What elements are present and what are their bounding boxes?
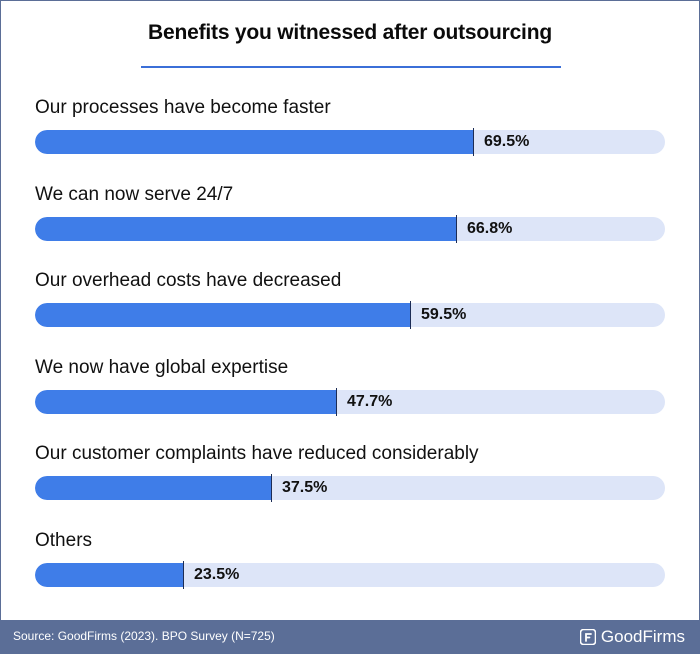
source-note: Source: GoodFirms (2023). BPO Survey (N=…: [13, 629, 275, 643]
bar-label: Others: [35, 529, 93, 551]
bar-end-marker: [183, 560, 184, 589]
brand-logo: GoodFirms: [579, 626, 685, 648]
bar-label: We now have global expertise: [35, 356, 289, 378]
bar-track: [35, 303, 665, 327]
bar-value-label: 47.7%: [347, 392, 393, 410]
bar-chart: Our processes have become faster 69.5% We …: [1, 1, 699, 601]
bar: [35, 562, 183, 587]
chart-title: Benefits you witnessed after outsourcing: [148, 21, 552, 44]
bar: [35, 476, 271, 500]
bar-track: [35, 216, 665, 241]
bar-end-marker: [456, 214, 457, 243]
footer-bar: Source: GoodFirms (2023). BPO Survey (N=…: [1, 620, 699, 653]
bar: [35, 303, 410, 327]
bar-end-marker: [271, 474, 272, 502]
bar-value-label: 37.5%: [282, 479, 328, 496]
bar-track: [35, 389, 665, 414]
bar: [35, 216, 456, 241]
bar-label: Our customer complaints have reduced con…: [35, 443, 479, 464]
bar-end-marker: [336, 387, 337, 416]
bar-track: [35, 562, 665, 587]
bar-value-label: 69.5%: [484, 133, 530, 150]
bar-value-label: 66.8%: [467, 219, 513, 237]
title-underline: [141, 66, 561, 68]
bar-label: Our overhead costs have decreased: [35, 270, 342, 291]
goodfirms-logo-icon: [579, 629, 596, 645]
bar-track: [35, 130, 665, 154]
bar: [35, 130, 473, 154]
bar-label: Our processes have become faster: [35, 97, 331, 118]
bar-end-marker: [410, 301, 411, 329]
bar-value-label: 59.5%: [421, 306, 467, 323]
brand-name: GoodFirms: [600, 627, 685, 646]
bar-end-marker: [473, 128, 474, 156]
bar-label: We can now serve 24/7: [35, 183, 234, 205]
bar-value-label: 23.5%: [194, 565, 240, 583]
bar-track: [35, 476, 665, 500]
bar: [35, 389, 336, 414]
